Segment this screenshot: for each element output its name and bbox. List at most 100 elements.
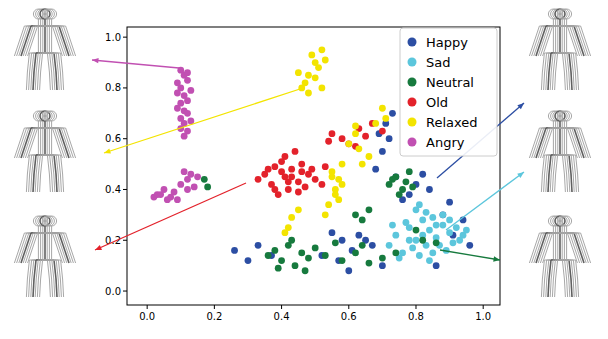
point xyxy=(345,140,352,147)
point xyxy=(319,46,326,53)
pose-head xyxy=(42,216,52,226)
point xyxy=(372,166,379,173)
point xyxy=(382,115,389,122)
legend-swatch xyxy=(408,118,417,127)
arrow xyxy=(440,250,500,262)
pose-bone xyxy=(557,226,558,260)
point xyxy=(298,168,305,175)
pose-bone xyxy=(35,174,36,192)
pose-bone xyxy=(33,72,34,90)
arrow-head xyxy=(95,245,102,250)
pose-bone xyxy=(566,226,567,260)
pose-bone xyxy=(61,155,63,174)
pose-bone xyxy=(576,53,578,72)
y-tick xyxy=(123,291,127,292)
pose-bone xyxy=(58,155,60,174)
point xyxy=(463,227,470,234)
pose-bone xyxy=(31,279,32,297)
pose-bone xyxy=(28,251,32,263)
point xyxy=(278,168,285,175)
pose-bone xyxy=(550,279,551,297)
point xyxy=(446,199,453,206)
y-tick-label: 0.8 xyxy=(105,82,121,93)
point xyxy=(157,191,164,198)
point xyxy=(245,257,252,264)
point xyxy=(325,138,332,145)
y-tick-label: 0.6 xyxy=(105,133,121,144)
pose-bone xyxy=(576,260,578,279)
pose-bone xyxy=(567,174,568,192)
point xyxy=(396,191,403,198)
point xyxy=(339,257,346,264)
pose-bone xyxy=(532,251,536,263)
pose-bone xyxy=(573,279,574,297)
y-tick xyxy=(123,138,127,139)
point xyxy=(453,224,460,231)
point xyxy=(322,163,329,170)
pose-bone xyxy=(566,19,567,53)
point xyxy=(319,181,326,188)
point xyxy=(466,242,473,249)
pose-bone xyxy=(67,251,71,263)
point xyxy=(288,237,295,244)
point xyxy=(295,206,302,213)
point xyxy=(372,120,379,127)
pose-bone xyxy=(540,251,544,263)
point xyxy=(295,69,302,76)
point xyxy=(352,211,359,218)
pose-bone xyxy=(50,155,52,174)
pose-bone xyxy=(558,260,576,261)
pose-bone xyxy=(29,174,30,192)
pose-bone xyxy=(552,279,553,297)
arrow-line xyxy=(440,250,500,260)
pose-bone xyxy=(553,260,555,279)
point xyxy=(433,239,440,246)
point xyxy=(181,168,188,175)
y-tick-label: 0.4 xyxy=(105,184,121,195)
legend-swatch xyxy=(408,58,417,67)
pose-bone xyxy=(576,155,578,174)
legend-label: Angry xyxy=(426,135,465,150)
y-tick xyxy=(123,37,127,38)
point xyxy=(406,191,413,198)
point xyxy=(322,57,329,64)
pose-bone xyxy=(564,121,565,155)
point xyxy=(379,255,386,262)
y-tick-label: 1.0 xyxy=(105,32,121,43)
pose-bone xyxy=(66,26,72,44)
point xyxy=(386,242,393,249)
point xyxy=(352,123,359,130)
pose-bone xyxy=(541,174,542,192)
pose-bone xyxy=(553,53,555,72)
x-tick-label: 0.8 xyxy=(408,311,424,322)
pose-bone xyxy=(551,260,553,279)
point xyxy=(406,168,413,175)
pose-bone xyxy=(538,44,542,56)
pose-figure xyxy=(14,9,75,90)
x-tick xyxy=(483,305,484,309)
point xyxy=(184,110,191,117)
pose-head xyxy=(557,216,567,226)
x-tick-label: 0.0 xyxy=(139,311,155,322)
pose-head xyxy=(559,216,569,226)
arrow-head xyxy=(493,256,500,261)
pose-bone xyxy=(562,226,563,260)
legend-label: Old xyxy=(426,95,448,110)
point xyxy=(288,166,295,173)
pose-bone xyxy=(41,53,43,72)
pose-bone xyxy=(584,251,588,263)
pose-bone xyxy=(549,155,551,174)
pose-bone xyxy=(42,19,43,53)
pose-bone xyxy=(49,19,50,53)
point xyxy=(403,219,410,226)
pose-bone xyxy=(575,174,576,192)
point xyxy=(298,250,305,257)
pose-bone xyxy=(47,19,48,53)
point xyxy=(433,222,440,229)
pose-bone xyxy=(548,279,549,297)
arrow-head xyxy=(517,172,524,178)
pose-bone xyxy=(541,279,542,297)
pose-bone xyxy=(553,128,581,129)
pose-bone xyxy=(564,72,565,90)
point xyxy=(416,252,423,259)
